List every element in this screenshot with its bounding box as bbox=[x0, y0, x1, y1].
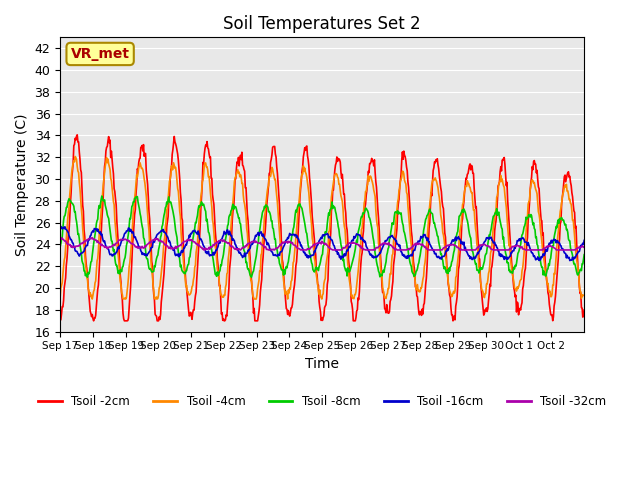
Title: Soil Temperatures Set 2: Soil Temperatures Set 2 bbox=[223, 15, 421, 33]
Tsoil -32cm bbox=[233, 247, 241, 253]
Line: Tsoil -32cm: Tsoil -32cm bbox=[60, 238, 584, 250]
Tsoil -4cm bbox=[407, 237, 415, 242]
Tsoil -32cm bbox=[580, 244, 588, 250]
Tsoil -4cm bbox=[378, 270, 385, 276]
Tsoil -2cm bbox=[580, 307, 588, 312]
Tsoil -16cm bbox=[566, 258, 573, 264]
Tsoil -8cm bbox=[119, 264, 127, 269]
Tsoil -32cm bbox=[56, 235, 64, 241]
Tsoil -2cm bbox=[261, 229, 269, 235]
Tsoil -2cm bbox=[241, 185, 249, 191]
Tsoil -32cm bbox=[378, 241, 385, 247]
Tsoil -32cm bbox=[215, 238, 223, 244]
Tsoil -8cm bbox=[98, 193, 106, 199]
Tsoil -8cm bbox=[378, 272, 385, 278]
Tsoil -16cm bbox=[241, 250, 248, 256]
Line: Tsoil -8cm: Tsoil -8cm bbox=[60, 196, 584, 277]
Tsoil -16cm bbox=[580, 238, 588, 243]
Tsoil -8cm bbox=[261, 205, 269, 211]
Tsoil -32cm bbox=[407, 246, 415, 252]
Tsoil -16cm bbox=[377, 250, 385, 256]
Tsoil -2cm bbox=[378, 265, 385, 271]
Tsoil -2cm bbox=[56, 317, 64, 323]
Tsoil -4cm bbox=[56, 294, 64, 300]
Tsoil -16cm bbox=[118, 237, 126, 243]
Tsoil -2cm bbox=[407, 219, 415, 225]
Tsoil -16cm bbox=[406, 253, 414, 259]
Legend: Tsoil -2cm, Tsoil -4cm, Tsoil -8cm, Tsoil -16cm, Tsoil -32cm: Tsoil -2cm, Tsoil -4cm, Tsoil -8cm, Tsoi… bbox=[33, 391, 611, 413]
Tsoil -32cm bbox=[118, 237, 126, 242]
Tsoil -32cm bbox=[57, 235, 65, 240]
Tsoil -8cm bbox=[241, 252, 249, 258]
Tsoil -4cm bbox=[580, 292, 588, 298]
X-axis label: Time: Time bbox=[305, 357, 339, 371]
Tsoil -4cm bbox=[88, 296, 96, 302]
Tsoil -4cm bbox=[241, 206, 249, 212]
Tsoil -8cm bbox=[407, 262, 415, 267]
Tsoil -4cm bbox=[261, 210, 269, 216]
Tsoil -32cm bbox=[241, 243, 249, 249]
Tsoil -16cm bbox=[215, 241, 223, 247]
Tsoil -8cm bbox=[84, 275, 92, 280]
Y-axis label: Soil Temperature (C): Soil Temperature (C) bbox=[15, 113, 29, 256]
Tsoil -4cm bbox=[119, 296, 127, 301]
Line: Tsoil -4cm: Tsoil -4cm bbox=[60, 156, 584, 299]
Tsoil -2cm bbox=[90, 318, 97, 324]
Line: Tsoil -2cm: Tsoil -2cm bbox=[60, 135, 584, 321]
Text: VR_met: VR_met bbox=[70, 47, 130, 61]
Tsoil -2cm bbox=[119, 311, 127, 316]
Tsoil -4cm bbox=[71, 154, 79, 159]
Tsoil -8cm bbox=[580, 252, 588, 258]
Tsoil -2cm bbox=[74, 132, 81, 138]
Tsoil -8cm bbox=[216, 269, 223, 275]
Tsoil -16cm bbox=[260, 235, 268, 241]
Tsoil -2cm bbox=[216, 283, 223, 289]
Tsoil -16cm bbox=[56, 226, 64, 231]
Tsoil -32cm bbox=[261, 244, 269, 250]
Tsoil -16cm bbox=[57, 224, 65, 229]
Tsoil -8cm bbox=[56, 244, 64, 250]
Tsoil -4cm bbox=[216, 280, 223, 286]
Line: Tsoil -16cm: Tsoil -16cm bbox=[60, 227, 584, 261]
